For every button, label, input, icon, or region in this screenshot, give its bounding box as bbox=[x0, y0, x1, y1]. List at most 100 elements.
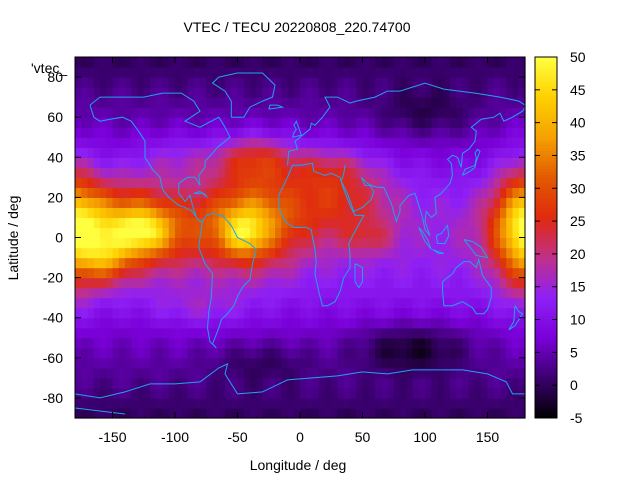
heatmap-cell bbox=[481, 317, 489, 329]
colorbar-strip bbox=[535, 201, 557, 205]
heatmap-cell bbox=[193, 277, 201, 289]
heatmap-cell bbox=[412, 227, 420, 239]
heatmap-cell bbox=[393, 107, 401, 118]
colorbar-strip bbox=[535, 387, 557, 392]
heatmap-cell bbox=[168, 237, 176, 249]
heatmap-cell bbox=[300, 257, 307, 269]
heatmap-cell bbox=[125, 297, 132, 309]
heatmap-cell bbox=[181, 197, 189, 209]
heatmap-cell bbox=[500, 107, 507, 118]
heatmap-cell bbox=[443, 207, 451, 219]
heatmap-cell bbox=[456, 227, 464, 239]
heatmap-cell bbox=[387, 127, 395, 138]
heatmap-cell bbox=[175, 257, 182, 269]
heatmap-cell bbox=[375, 197, 382, 209]
heatmap-cell bbox=[100, 237, 107, 249]
heatmap-cell bbox=[175, 307, 182, 319]
heatmap-cell bbox=[431, 197, 439, 209]
heatmap-cell bbox=[268, 397, 276, 409]
heatmap-cell bbox=[156, 307, 164, 319]
heatmap-cell bbox=[443, 57, 451, 68]
heatmap-cell bbox=[306, 227, 314, 239]
heatmap-cell bbox=[187, 367, 195, 379]
heatmap-cell bbox=[106, 347, 114, 359]
heatmap-cell bbox=[281, 287, 289, 299]
heatmap-cell bbox=[406, 107, 414, 118]
heatmap-cell bbox=[462, 357, 470, 369]
heatmap-cell bbox=[156, 397, 164, 409]
heatmap-cell bbox=[256, 157, 264, 168]
heatmap-cell bbox=[268, 157, 276, 168]
heatmap-cell bbox=[206, 147, 214, 158]
heatmap-cell bbox=[437, 347, 445, 359]
heatmap-cell bbox=[456, 307, 464, 319]
coastline-path bbox=[463, 239, 489, 259]
heatmap-cell bbox=[231, 167, 239, 178]
heatmap-cell bbox=[387, 347, 395, 359]
heatmap-cell bbox=[393, 407, 401, 419]
heatmap-cell bbox=[181, 337, 189, 349]
heatmap-cell bbox=[387, 87, 395, 98]
heatmap-cell bbox=[481, 117, 489, 128]
heatmap-cell bbox=[450, 407, 457, 419]
heatmap-cell bbox=[93, 97, 101, 108]
colorbar-strip bbox=[535, 156, 557, 160]
heatmap-cell bbox=[150, 257, 157, 269]
heatmap-cell bbox=[125, 157, 132, 168]
heatmap-cell bbox=[387, 97, 395, 108]
heatmap-cell bbox=[225, 57, 232, 68]
heatmap-cell bbox=[287, 377, 295, 389]
heatmap-cell bbox=[500, 397, 507, 409]
heatmap-cell bbox=[193, 407, 201, 419]
heatmap-cell bbox=[368, 357, 376, 369]
heatmap-cell bbox=[131, 347, 139, 359]
heatmap-cell bbox=[300, 287, 307, 299]
heatmap-cell bbox=[237, 237, 245, 249]
heatmap-cell bbox=[362, 277, 370, 289]
heatmap-cell bbox=[168, 327, 176, 339]
coastline-path bbox=[193, 190, 208, 198]
heatmap-cell bbox=[125, 167, 132, 178]
heatmap-cell bbox=[462, 167, 470, 178]
heatmap-cell bbox=[481, 237, 489, 249]
heatmap-cell bbox=[268, 367, 276, 379]
heatmap-cell bbox=[87, 327, 95, 339]
heatmap-cell bbox=[412, 257, 420, 269]
heatmap-cell bbox=[300, 247, 307, 259]
heatmap-cell bbox=[200, 77, 207, 88]
heatmap-cell bbox=[412, 337, 420, 349]
heatmap-cell bbox=[412, 167, 420, 178]
colorbar-strip bbox=[535, 168, 557, 172]
heatmap-cell bbox=[143, 277, 151, 289]
heatmap-cell bbox=[300, 407, 307, 419]
heatmap-cell bbox=[118, 327, 126, 339]
heatmap-cell bbox=[493, 347, 501, 359]
heatmap-cell bbox=[106, 117, 114, 128]
heatmap-cell bbox=[512, 237, 520, 249]
heatmap-cell bbox=[462, 327, 470, 339]
heatmap-cell bbox=[462, 107, 470, 118]
heatmap-cell bbox=[400, 107, 407, 118]
heatmap-cell bbox=[106, 287, 114, 299]
heatmap-cell bbox=[443, 307, 451, 319]
heatmap-cell bbox=[318, 187, 326, 198]
heatmap-cell bbox=[350, 297, 357, 309]
heatmap-cell bbox=[468, 127, 476, 138]
heatmap-cell bbox=[506, 157, 514, 168]
heatmap-cell bbox=[243, 227, 251, 239]
heatmap-cell bbox=[200, 257, 207, 269]
heatmap-cell bbox=[137, 287, 145, 299]
heatmap-cell bbox=[375, 307, 382, 319]
colorbar-strip bbox=[535, 324, 557, 329]
heatmap-cell bbox=[512, 97, 520, 108]
heatmap-cell bbox=[518, 157, 526, 168]
heatmap-cell bbox=[462, 297, 470, 309]
heatmap-cell bbox=[100, 347, 107, 359]
heatmap-cell bbox=[193, 177, 201, 188]
heatmap-cell bbox=[218, 57, 226, 68]
heatmap-cell bbox=[375, 357, 382, 369]
heatmap-cell bbox=[262, 57, 270, 68]
heatmap-cell bbox=[75, 227, 82, 239]
heatmap-cell bbox=[225, 337, 232, 349]
heatmap-cell bbox=[306, 117, 314, 128]
